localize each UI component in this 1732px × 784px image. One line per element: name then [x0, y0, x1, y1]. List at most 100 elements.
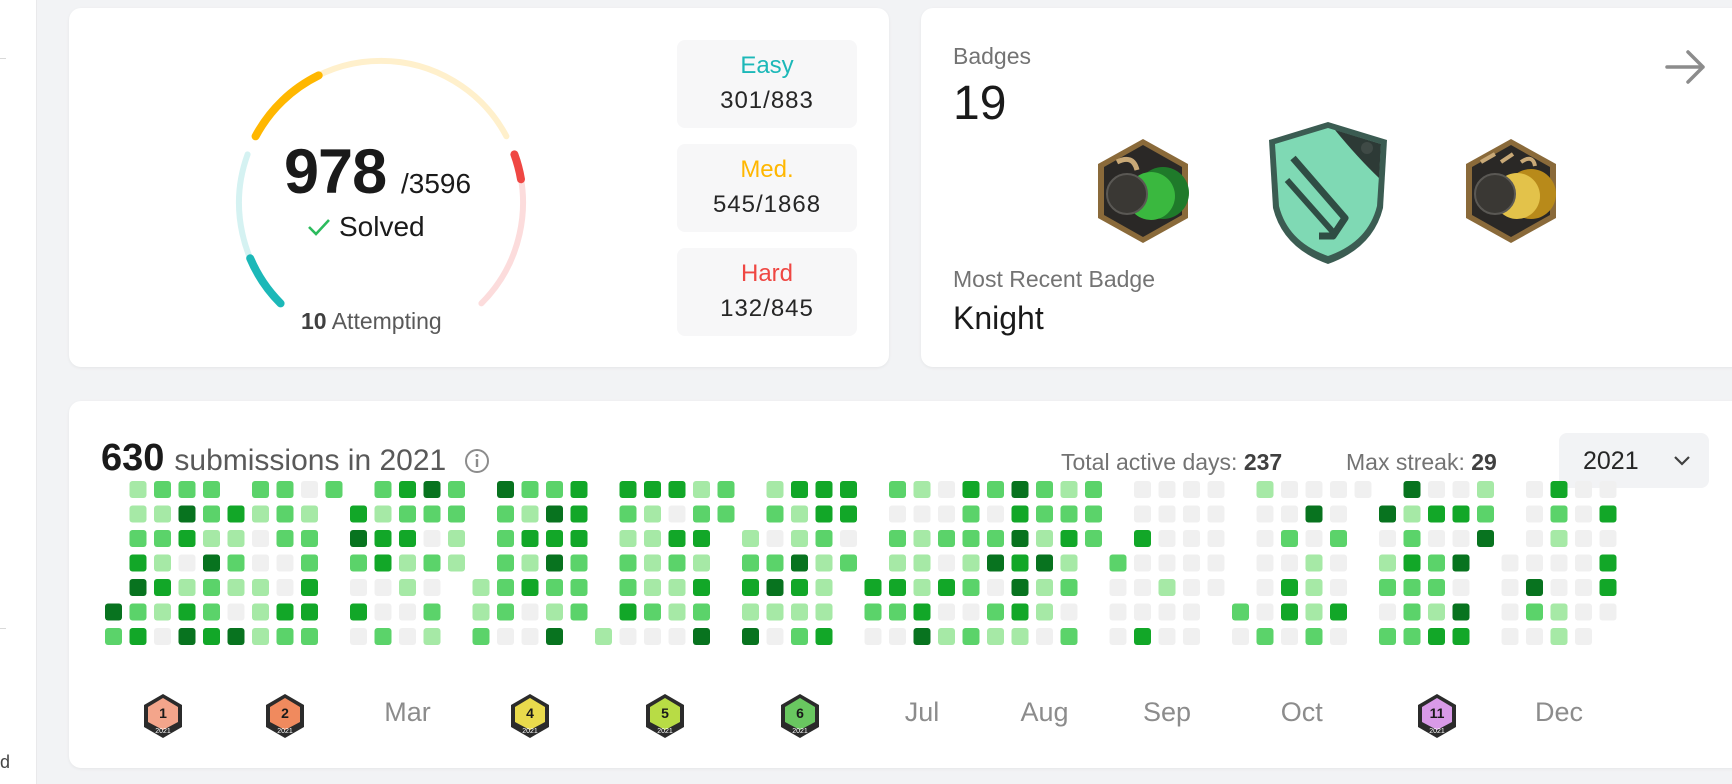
heatmap-day-cell[interactable] [497, 579, 514, 596]
heatmap-day-cell[interactable] [301, 579, 318, 596]
heatmap-day-cell[interactable] [203, 628, 220, 645]
heatmap-day-cell[interactable] [129, 530, 147, 547]
year-dropdown[interactable]: 2021 [1559, 433, 1709, 488]
heatmap-day-cell[interactable] [1575, 579, 1592, 596]
heatmap-day-cell[interactable] [889, 530, 906, 547]
difficulty-hard[interactable]: Hard 132/845 [677, 248, 857, 336]
heatmap-day-cell[interactable] [1526, 481, 1543, 498]
heatmap-day-cell[interactable] [521, 505, 539, 523]
heatmap-day-cell[interactable] [1575, 554, 1592, 572]
heatmap-day-cell[interactable] [1256, 554, 1274, 572]
heatmap-day-cell[interactable] [1036, 554, 1053, 572]
heatmap-day-cell[interactable] [766, 554, 784, 572]
heatmap-day-cell[interactable] [448, 554, 465, 572]
heatmap-day-cell[interactable] [913, 603, 931, 621]
heatmap-day-cell[interactable] [1305, 505, 1323, 523]
heatmap-day-cell[interactable] [1011, 579, 1029, 596]
heatmap-day-cell[interactable] [203, 603, 220, 621]
heatmap-day-cell[interactable] [1232, 628, 1249, 645]
heatmap-day-cell[interactable] [1060, 579, 1078, 596]
365-days-badge-icon[interactable] [1461, 136, 1561, 246]
heatmap-day-cell[interactable] [889, 481, 906, 498]
heatmap-day-cell[interactable] [1379, 530, 1396, 547]
heatmap-day-cell[interactable] [1599, 530, 1617, 547]
heatmap-day-cell[interactable] [1330, 628, 1347, 645]
heatmap-day-cell[interactable] [227, 505, 245, 523]
heatmap-day-cell[interactable] [252, 505, 269, 523]
heatmap-day-cell[interactable] [1109, 579, 1127, 596]
heatmap-day-cell[interactable] [1256, 530, 1274, 547]
heatmap-day-cell[interactable] [1599, 505, 1617, 523]
heatmap-day-cell[interactable] [1036, 603, 1053, 621]
heatmap-day-cell[interactable] [987, 530, 1004, 547]
heatmap-day-cell[interactable] [1011, 505, 1029, 523]
heatmap-day-cell[interactable] [1477, 505, 1494, 523]
heatmap-day-cell[interactable] [276, 530, 294, 547]
heatmap-day-cell[interactable] [301, 481, 318, 498]
heatmap-day-cell[interactable] [913, 579, 931, 596]
heatmap-day-cell[interactable] [178, 603, 196, 621]
heatmap-day-cell[interactable] [374, 628, 392, 645]
heatmap-day-cell[interactable] [962, 530, 980, 547]
heatmap-day-cell[interactable] [374, 481, 392, 498]
heatmap-day-cell[interactable] [497, 628, 514, 645]
heatmap-day-cell[interactable] [521, 554, 539, 572]
heatmap-day-cell[interactable] [1550, 530, 1568, 547]
heatmap-day-cell[interactable] [227, 603, 245, 621]
heatmap-day-cell[interactable] [1575, 481, 1592, 498]
heatmap-day-cell[interactable] [938, 603, 955, 621]
heatmap-day-cell[interactable] [913, 481, 931, 498]
monthly-badge-icon[interactable]: 5 2021 [643, 692, 687, 740]
heatmap-day-cell[interactable] [913, 530, 931, 547]
heatmap-day-cell[interactable] [962, 628, 980, 645]
heatmap-day-cell[interactable] [301, 628, 318, 645]
heatmap-day-cell[interactable] [1330, 579, 1347, 596]
heatmap-day-cell[interactable] [1575, 628, 1592, 645]
heatmap-day-cell[interactable] [1256, 579, 1274, 596]
heatmap-day-cell[interactable] [693, 554, 710, 572]
heatmap-day-cell[interactable] [1134, 505, 1151, 523]
heatmap-day-cell[interactable] [938, 628, 955, 645]
heatmap-day-cell[interactable] [227, 579, 245, 596]
heatmap-day-cell[interactable] [1060, 554, 1078, 572]
heatmap-day-cell[interactable] [129, 628, 147, 645]
heatmap-day-cell[interactable] [1379, 579, 1396, 596]
heatmap-day-cell[interactable] [1428, 603, 1445, 621]
heatmap-day-cell[interactable] [1011, 554, 1029, 572]
heatmap-day-cell[interactable] [1379, 505, 1396, 523]
heatmap-day-cell[interactable] [570, 554, 588, 572]
heatmap-day-cell[interactable] [913, 628, 931, 645]
heatmap-day-cell[interactable] [815, 481, 833, 498]
heatmap-day-cell[interactable] [203, 481, 220, 498]
heatmap-day-cell[interactable] [693, 628, 710, 645]
heatmap-day-cell[interactable] [1330, 505, 1347, 523]
heatmap-day-cell[interactable] [1085, 505, 1102, 523]
heatmap-day-cell[interactable] [717, 481, 735, 498]
heatmap-day-cell[interactable] [178, 530, 196, 547]
heatmap-day-cell[interactable] [276, 628, 294, 645]
heatmap-day-cell[interactable] [766, 530, 784, 547]
heatmap-day-cell[interactable] [1183, 628, 1200, 645]
heatmap-day-cell[interactable] [644, 505, 661, 523]
difficulty-easy[interactable]: Easy 301/883 [677, 40, 857, 128]
heatmap-day-cell[interactable] [472, 603, 490, 621]
heatmap-day-cell[interactable] [203, 505, 220, 523]
heatmap-day-cell[interactable] [619, 530, 637, 547]
heatmap-day-cell[interactable] [962, 603, 980, 621]
heatmap-day-cell[interactable] [1183, 579, 1200, 596]
heatmap-day-cell[interactable] [1183, 505, 1200, 523]
heatmap-day-cell[interactable] [1330, 481, 1347, 498]
heatmap-day-cell[interactable] [1134, 481, 1151, 498]
heatmap-day-cell[interactable] [1305, 579, 1323, 596]
heatmap-day-cell[interactable] [570, 481, 588, 498]
heatmap-day-cell[interactable] [1109, 628, 1127, 645]
heatmap-day-cell[interactable] [1011, 530, 1029, 547]
heatmap-day-cell[interactable] [1550, 579, 1568, 596]
heatmap-day-cell[interactable] [815, 554, 833, 572]
heatmap-day-cell[interactable] [301, 554, 318, 572]
heatmap-day-cell[interactable] [1281, 554, 1298, 572]
heatmap-day-cell[interactable] [791, 603, 808, 621]
heatmap-day-cell[interactable] [497, 554, 514, 572]
heatmap-day-cell[interactable] [1281, 628, 1298, 645]
heatmap-day-cell[interactable] [815, 579, 833, 596]
